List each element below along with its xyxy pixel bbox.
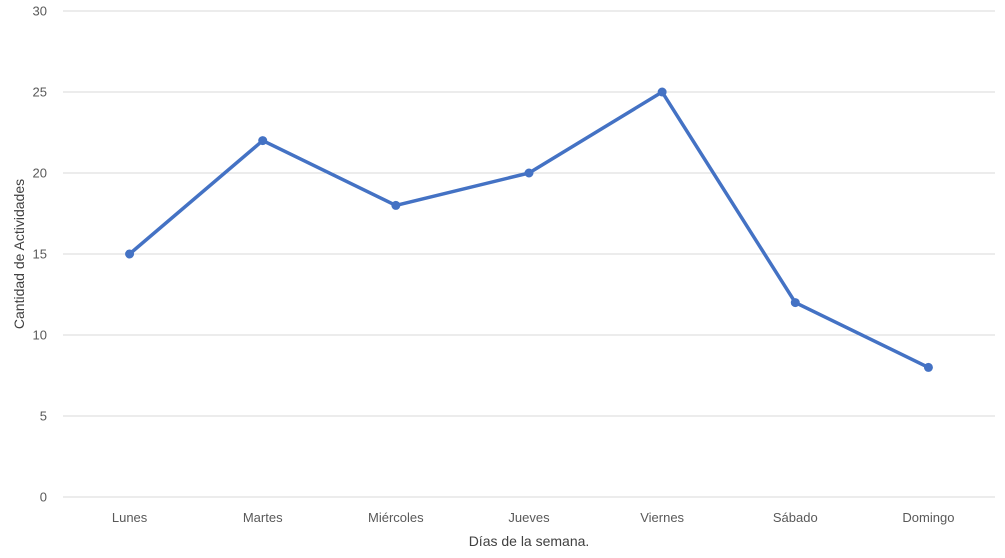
x-tick-label: Sábado [773,510,818,525]
x-tick-label: Viernes [640,510,684,525]
y-tick-label: 5 [40,409,47,424]
y-tick-label: 25 [33,85,47,100]
data-point-martes [258,136,268,146]
x-tick-label: Domingo [902,510,954,525]
data-point-viernes [657,87,667,97]
x-tick-label: Lunes [112,510,148,525]
series-line [127,90,931,370]
x-tick-label: Jueves [508,510,550,525]
y-tick-label: 15 [33,247,47,262]
data-point-miércoles [391,200,401,210]
y-tick-label: 10 [33,328,47,343]
x-tick-label: Miércoles [368,510,424,525]
x-axis-ticks: Lunes Martes Miércoles Jueves Viernes Sábado D… [112,510,955,525]
data-point-domingo [923,362,933,372]
gridlines [63,10,995,498]
y-axis-title: Cantidad de Actividades [11,179,27,329]
y-axis-ticks: 0 5 10 15 20 25 30 [33,4,47,505]
data-point-lunes [125,249,135,259]
series-layer [125,87,933,372]
y-tick-label: 0 [40,490,47,505]
y-tick-label: 20 [33,166,47,181]
data-point-sábado [790,298,800,308]
x-axis-title: Días de la semana. [469,533,590,549]
y-tick-label: 30 [33,4,47,19]
x-tick-label: Martes [243,510,283,525]
data-point-jueves [524,168,534,178]
